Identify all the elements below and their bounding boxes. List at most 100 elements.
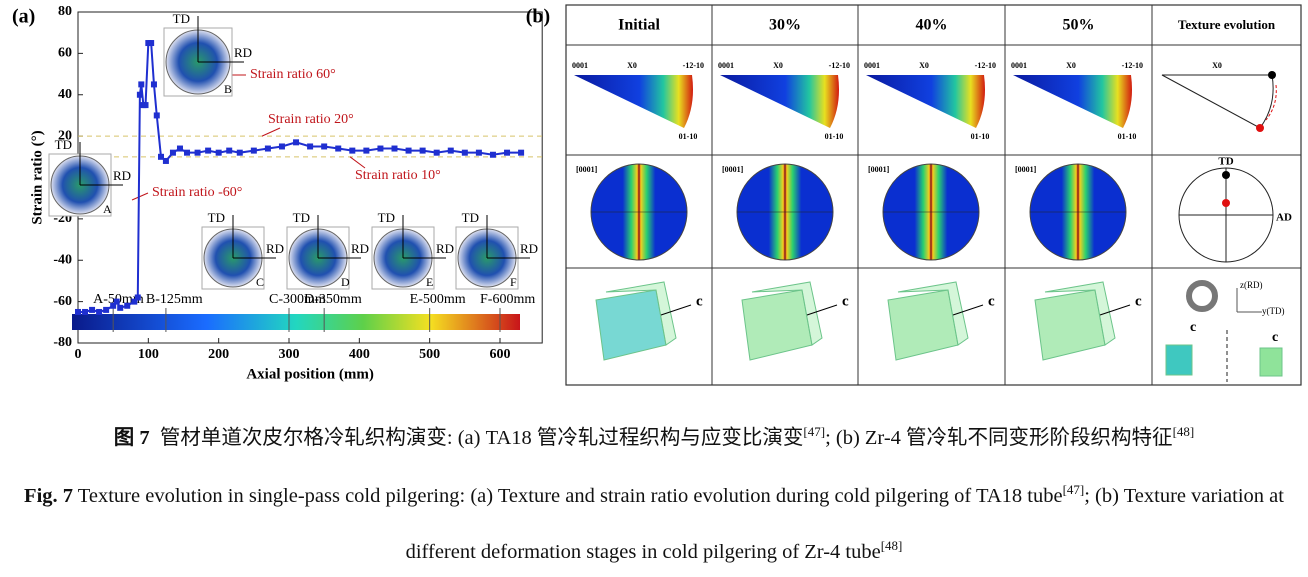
annotation: Strain ratio -60° (152, 185, 242, 200)
data-marker (419, 147, 426, 154)
y-axis-label: Strain ratio (°) (29, 130, 45, 224)
position-label: B-125mm (146, 292, 203, 307)
data-marker (321, 143, 328, 150)
data-marker (405, 147, 412, 154)
data-marker (377, 145, 384, 152)
caption-label: 图 7 (113, 427, 150, 449)
ipf-label: 01-10 (825, 132, 844, 141)
inset-axis-label: RD (436, 241, 454, 256)
ipf-label: -12-10 (975, 61, 996, 70)
c-label: c (988, 293, 995, 309)
x-tick-label: 400 (349, 347, 370, 362)
column-header: 30% (769, 17, 801, 34)
data-marker (215, 149, 222, 156)
ipf-outline (1161, 74, 1274, 129)
caption-cn: 图 7 管材单道次皮尔格冷轧织构演变: (a) TA18 管冷轧过程织构与应变比… (0, 420, 1308, 450)
caption-text: ; (b) Texture variation at different def… (405, 484, 1284, 563)
c-axis (806, 304, 838, 316)
ipf-label: 01-10 (1118, 132, 1137, 141)
ipf-triangle (574, 75, 693, 128)
inset-axis-label: TD (208, 210, 225, 225)
ipf-label: -12-10 (1122, 61, 1143, 70)
ipf-triangle (720, 75, 839, 128)
data-marker (134, 294, 141, 301)
position-label: F-600mm (480, 292, 535, 307)
c-label: c (842, 293, 849, 309)
inset-axis-label: TD (293, 210, 310, 225)
c-label: c (1272, 330, 1278, 345)
inset-axis-label: RD (351, 241, 369, 256)
ipf-label: -12-10 (683, 61, 704, 70)
ipf-label: X0 (1066, 61, 1076, 70)
data-marker (157, 153, 164, 160)
arrow (261, 127, 281, 137)
data-marker (363, 147, 370, 154)
inset-axis-label: RD (266, 241, 284, 256)
x-tick-label: 100 (138, 347, 159, 362)
cube (605, 281, 677, 346)
data-marker (226, 147, 233, 154)
data-marker (75, 308, 81, 315)
ipf-label: X0 (1212, 61, 1222, 70)
data-marker (205, 147, 212, 154)
pole-label: TD (1218, 156, 1233, 168)
data-marker (264, 145, 271, 152)
annotation: Strain ratio 10° (355, 168, 441, 183)
position-label: E-500mm (410, 292, 466, 307)
data-marker (518, 149, 525, 156)
figure: -80-60-40-200204060800100200300400500600… (12, 4, 1302, 386)
data-marker (103, 306, 110, 313)
data-marker (461, 149, 468, 156)
c-label: c (1190, 320, 1196, 335)
data-marker (131, 298, 138, 305)
x-tick-label: 300 (279, 347, 300, 362)
pole-label: [0001] (1015, 165, 1037, 174)
panel-label: (b) (526, 6, 550, 28)
data-marker (117, 304, 124, 311)
data-marker (89, 306, 96, 313)
ipf-label: 0001 (1011, 61, 1027, 70)
column-header: Initial (618, 17, 660, 34)
caption-text: Texture evolution in single-pass cold pi… (77, 484, 1063, 507)
data-marker (150, 81, 157, 88)
data-marker (335, 145, 342, 152)
inset-letter: E (426, 275, 433, 289)
data-marker (142, 102, 149, 109)
column-header: 40% (916, 17, 948, 34)
cube (1044, 281, 1116, 346)
data-marker (82, 308, 89, 315)
ipf-label: 0001 (718, 61, 734, 70)
inset-axis-label: TD (378, 210, 395, 225)
data-marker (184, 149, 191, 156)
inset-axis-label: RD (234, 45, 252, 60)
pole-label: AD (1276, 212, 1292, 224)
dot (1222, 171, 1230, 179)
ipf-label: X0 (627, 61, 637, 70)
ipf-label: X0 (773, 61, 783, 70)
arrow (131, 192, 149, 201)
data-marker (489, 151, 496, 158)
cube (887, 289, 959, 361)
pole-label: [0001] (576, 165, 598, 174)
data-marker (349, 147, 356, 154)
x-tick-label: 200 (208, 347, 229, 362)
c-label: c (696, 293, 703, 309)
inset-letter: D (341, 275, 350, 289)
caption-text: 管材单道次皮尔格冷轧织构演变: (a) TA18 管冷轧过程织构与应变比演变 (159, 427, 804, 449)
c-axis (952, 304, 984, 316)
y-tick-label: 20 (58, 128, 72, 143)
cube (741, 289, 813, 361)
y-tick-label: -80 (53, 335, 72, 350)
data-marker (96, 308, 103, 315)
inset-axis-label: TD (173, 11, 190, 26)
pole-label: [0001] (868, 165, 890, 174)
pole-label: [0001] (722, 165, 744, 174)
axis-label: z(RD) (1240, 280, 1263, 290)
dot (1268, 71, 1276, 79)
cube (595, 289, 667, 361)
data-marker (110, 302, 117, 309)
data-marker (124, 302, 131, 309)
y-tick-label: 60 (58, 46, 72, 61)
y-tick-label: -60 (53, 294, 72, 309)
caption-ref: [48] (1172, 424, 1195, 440)
